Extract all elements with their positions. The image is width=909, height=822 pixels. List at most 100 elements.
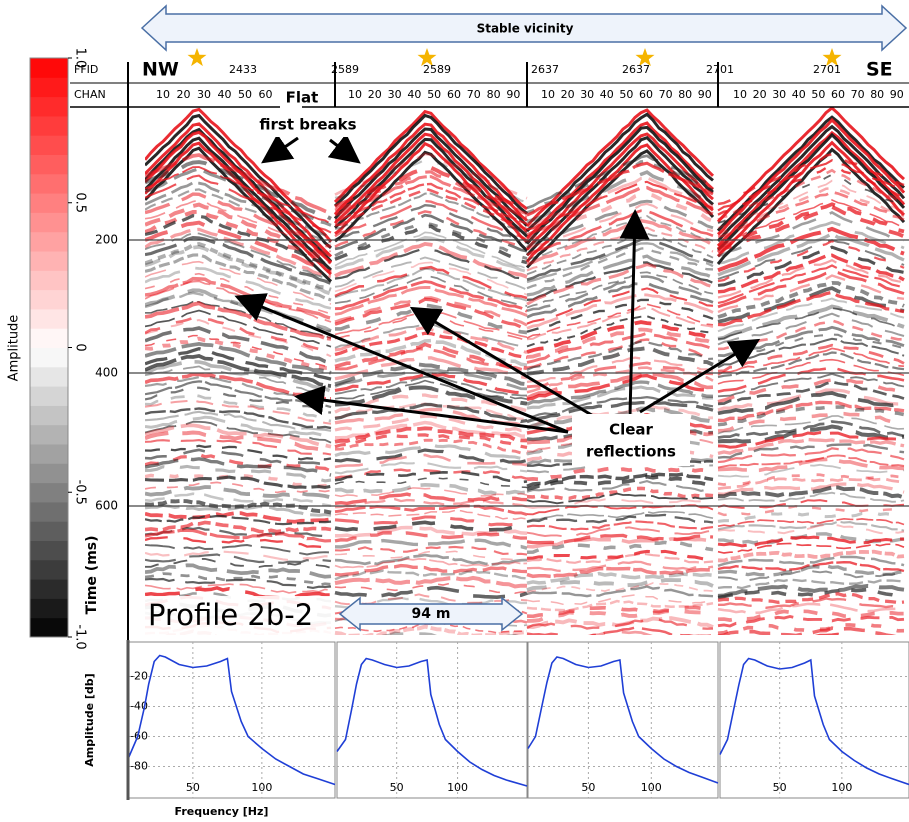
seismic-event bbox=[717, 388, 904, 412]
seismic-event bbox=[526, 366, 714, 394]
seismic-event bbox=[145, 260, 332, 305]
seismic-event bbox=[334, 192, 528, 234]
ffid-label: 2589 bbox=[423, 63, 451, 76]
seismic-event bbox=[717, 472, 905, 487]
seismic-event bbox=[525, 108, 715, 228]
seismic-event bbox=[334, 470, 528, 484]
seismic-event bbox=[334, 582, 528, 595]
spectrum-frame bbox=[336, 641, 528, 799]
seismic-event bbox=[145, 550, 332, 562]
seismic-event bbox=[145, 336, 331, 370]
seismic-event bbox=[526, 510, 714, 522]
banner-arrow bbox=[140, 4, 908, 52]
seismic-event bbox=[717, 485, 905, 500]
seismic-event bbox=[334, 203, 528, 244]
colorbar-tick-label: 0.5 bbox=[73, 192, 88, 213]
seismic-event bbox=[717, 380, 905, 406]
seismic-event bbox=[145, 420, 332, 444]
chan-label: 50 bbox=[427, 88, 441, 101]
seismic-event bbox=[334, 285, 528, 317]
colorbar-step bbox=[30, 598, 68, 619]
seismic-event bbox=[145, 188, 332, 244]
seismic-event bbox=[526, 320, 714, 354]
arrow bbox=[639, 338, 761, 414]
seismic-event bbox=[334, 498, 528, 509]
seismic-event bbox=[145, 503, 332, 517]
seismic-event bbox=[334, 165, 528, 213]
seismic-event bbox=[526, 254, 714, 297]
seismic-event bbox=[526, 246, 714, 290]
seismic-event bbox=[717, 297, 905, 333]
chan-label: 50 bbox=[619, 88, 633, 101]
ffid-label: 2637 bbox=[622, 63, 650, 76]
x-tick-label: 100 bbox=[251, 781, 272, 794]
seismic-event bbox=[145, 577, 332, 589]
colorbar-step bbox=[30, 617, 68, 638]
chan-label: 90 bbox=[890, 88, 904, 101]
chan-label: 30 bbox=[388, 88, 402, 101]
seismic-event bbox=[525, 192, 714, 243]
seismic-event bbox=[717, 561, 905, 573]
seismic-event bbox=[145, 209, 333, 265]
seismic-event bbox=[334, 187, 528, 231]
seismic-event bbox=[334, 525, 528, 539]
seismic-event bbox=[145, 481, 332, 494]
colorbar-step bbox=[30, 579, 68, 599]
seismic-event bbox=[526, 287, 714, 325]
seismic-event bbox=[334, 468, 528, 480]
seismic-event bbox=[334, 558, 528, 569]
seismic-event bbox=[717, 274, 905, 314]
time-tick-label: 200 bbox=[95, 233, 118, 247]
seismic-event bbox=[717, 307, 905, 340]
seismic-event bbox=[526, 472, 714, 488]
seismic-event bbox=[717, 269, 905, 309]
seismic-event bbox=[526, 566, 714, 579]
seismic-event bbox=[717, 499, 905, 510]
seismic-event bbox=[334, 158, 528, 204]
seismic-event bbox=[145, 514, 332, 526]
colorbar-step bbox=[30, 173, 68, 194]
seismic-event bbox=[334, 199, 528, 242]
seismic-event bbox=[526, 395, 714, 418]
arrow bbox=[409, 306, 601, 422]
seismic-event bbox=[526, 385, 714, 410]
seismic-event bbox=[334, 514, 528, 527]
seismic-event bbox=[526, 262, 714, 306]
seismic-event bbox=[526, 435, 714, 456]
arrow bbox=[261, 134, 299, 164]
seismic-event bbox=[526, 626, 713, 635]
seismic-event bbox=[717, 447, 905, 464]
seismic-event bbox=[526, 486, 714, 501]
colorbar-step bbox=[30, 386, 68, 406]
seismic-event bbox=[526, 582, 714, 593]
seismic-event bbox=[526, 571, 714, 585]
seismic-event bbox=[717, 365, 905, 393]
scale-arrow bbox=[338, 596, 524, 632]
chan-label: 10 bbox=[348, 88, 362, 101]
chan-label: 10 bbox=[733, 88, 747, 101]
seismic-event bbox=[145, 444, 332, 461]
x-tick-label: 100 bbox=[447, 781, 468, 794]
colorbar-step bbox=[30, 366, 68, 387]
profile-label: Profile 2b-2 bbox=[148, 598, 313, 632]
seismic-event bbox=[334, 531, 528, 543]
seismic-event bbox=[716, 115, 906, 232]
seismic-event bbox=[145, 122, 333, 258]
colorbar-step bbox=[30, 521, 68, 541]
seismic-event bbox=[145, 166, 332, 225]
colorbar-label: Amplitude bbox=[7, 315, 22, 382]
seismic-event bbox=[717, 476, 905, 491]
seismic-event bbox=[145, 456, 332, 477]
seismic-event bbox=[145, 399, 332, 425]
chan-label: 80 bbox=[870, 88, 884, 101]
seismic-event bbox=[145, 410, 332, 432]
colorbar-tick-label: 0 bbox=[73, 343, 88, 351]
banner-label: Stable vicinity bbox=[477, 22, 574, 36]
seismic-event bbox=[717, 231, 905, 277]
seismic-event bbox=[334, 442, 528, 460]
y-tick-label: -20 bbox=[130, 670, 148, 683]
spectrum-line bbox=[336, 657, 528, 787]
time-tick-label: 400 bbox=[95, 366, 118, 380]
seismic-event bbox=[145, 359, 332, 393]
colorbar-tick-label: -0.5 bbox=[73, 480, 88, 505]
